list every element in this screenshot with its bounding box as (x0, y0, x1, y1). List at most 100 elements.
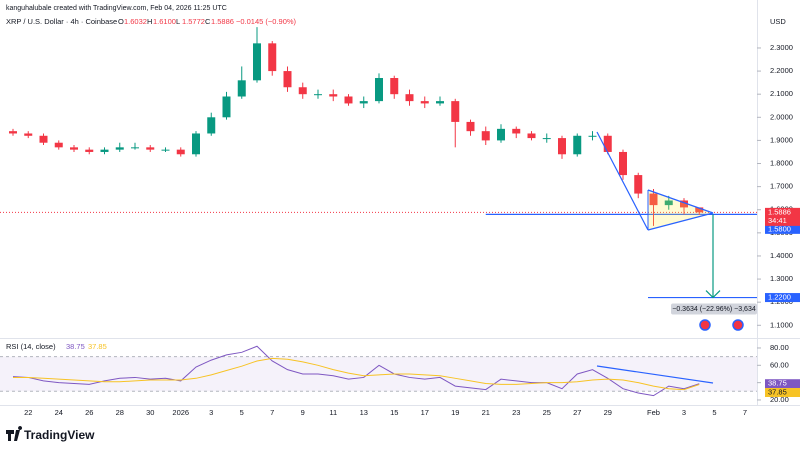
level-tag-text: 1.2200 (768, 293, 791, 302)
ohlc-value: 1.6032 (124, 17, 147, 26)
candle-body (497, 128, 505, 141)
rsi-tag-text: 37.85 (768, 387, 787, 396)
x-tick-label: 7 (743, 408, 747, 417)
x-tick-label: 23 (512, 408, 520, 417)
ohlc-value: 1.5886 (211, 17, 234, 26)
candle-body (359, 101, 368, 104)
candle-body (436, 101, 444, 104)
candle-body (54, 142, 63, 148)
x-tick-label: 30 (146, 408, 154, 417)
projection-arrowhead (705, 290, 721, 299)
candle-body (237, 80, 246, 97)
candle-body (283, 71, 292, 88)
candle-body (588, 135, 597, 137)
triangle-upper (647, 189, 714, 214)
rsi-band-layer (0, 47, 761, 401)
x-tick-label: 11 (329, 408, 337, 417)
candle-body (649, 193, 658, 206)
ohlc-value: 1.6100 (153, 17, 176, 26)
x-tick-label: 28 (116, 408, 124, 417)
y-tick-label: 2.1000 (770, 89, 793, 98)
candle-body (573, 135, 582, 155)
ohlc-legend: O 1.6032 H 1.6100 L 1.5772 C 1.5886 −0.0145 (−0.… (118, 17, 297, 26)
logo[interactable]: TradingView (6, 426, 95, 442)
candle-body (664, 200, 673, 206)
candle-body (222, 96, 231, 118)
candle-body (481, 131, 490, 141)
candle-body (24, 133, 33, 136)
candle-body (329, 94, 338, 97)
logo-mark (6, 426, 23, 441)
x-tick-label: 27 (573, 408, 581, 417)
y-tick-label: 2.3000 (770, 43, 793, 52)
rsi-band (0, 356, 757, 392)
x-tick-label: 3 (682, 408, 686, 417)
x-tick-label: 15 (390, 408, 398, 417)
candle-body (192, 133, 200, 155)
candle-body (146, 147, 155, 150)
y-tick-label: 1.1000 (770, 320, 793, 329)
y-tick-label: 1.7000 (770, 182, 793, 191)
y-tick-label: 2.2000 (770, 66, 793, 75)
level-tag (765, 224, 800, 234)
x-tick-label: 22 (24, 408, 32, 417)
last-price-tag (765, 207, 800, 226)
candle-body (344, 96, 353, 104)
candle-body (70, 147, 78, 150)
candle-body (466, 121, 475, 132)
y-tick-label: 1.3000 (770, 274, 793, 283)
x-tick-label: 17 (421, 408, 429, 417)
x-tick-label: 3 (209, 408, 213, 417)
candle-body (161, 149, 170, 151)
countdown: 34:41 (768, 216, 787, 225)
ohlc-key: H (147, 17, 152, 26)
y-tick-label: 60.00 (770, 360, 789, 369)
currency: USD (770, 17, 786, 26)
candle-body (375, 78, 383, 102)
rsi-tag (765, 379, 800, 389)
triangle-lower (647, 212, 714, 231)
x-tick-label: 21 (482, 408, 490, 417)
candle-body (558, 138, 566, 155)
rsi-line (12, 345, 700, 397)
x-tick-label: 5 (712, 408, 716, 417)
x-tick-label: 9 (301, 408, 305, 417)
last-price-text: 1.5886 (768, 207, 791, 216)
candle-body (85, 149, 94, 152)
x-tick-label: 5 (240, 408, 244, 417)
candle-body (390, 78, 399, 95)
y-tick-label: 80.00 (770, 343, 789, 352)
x-tick-label: 7 (270, 408, 274, 417)
candle-body (268, 43, 277, 72)
candle-body (131, 147, 139, 149)
y-tick-label: 1.4000 (770, 251, 793, 260)
ohlc-key: L (176, 17, 180, 26)
candle-body (253, 43, 261, 81)
candle-body (176, 149, 185, 155)
symbol[interactable]: XRP / U.S. Dollar · 4h · Coinbase (6, 17, 117, 26)
candle-body (527, 133, 536, 139)
event-icon[interactable] (732, 319, 744, 331)
y-tick-label: 1.9000 (770, 135, 793, 144)
x-tick-label: 2026 (172, 408, 189, 417)
candle-body (115, 147, 124, 150)
rsi-trend-line (596, 365, 714, 384)
candle-body (619, 151, 627, 176)
candle-body (634, 175, 643, 194)
candle-body (298, 87, 307, 95)
x-tick-label: 13 (360, 408, 368, 417)
trend-line (596, 131, 649, 231)
x-tick-label: Feb (647, 408, 660, 417)
ohlc-key: O (118, 17, 124, 26)
candle-body (512, 128, 521, 134)
candle-body (603, 135, 612, 152)
drawings (596, 131, 744, 384)
labels-layer: 1.10001.20001.30001.40001.50001.60001.70… (24, 43, 800, 417)
candle-body (451, 101, 460, 122)
level-tag-text: 1.5800 (768, 224, 791, 233)
x-tick-label: 24 (55, 408, 63, 417)
rsi-line (13, 357, 700, 391)
rsi-tag (765, 388, 800, 398)
event-icon[interactable] (699, 319, 711, 331)
